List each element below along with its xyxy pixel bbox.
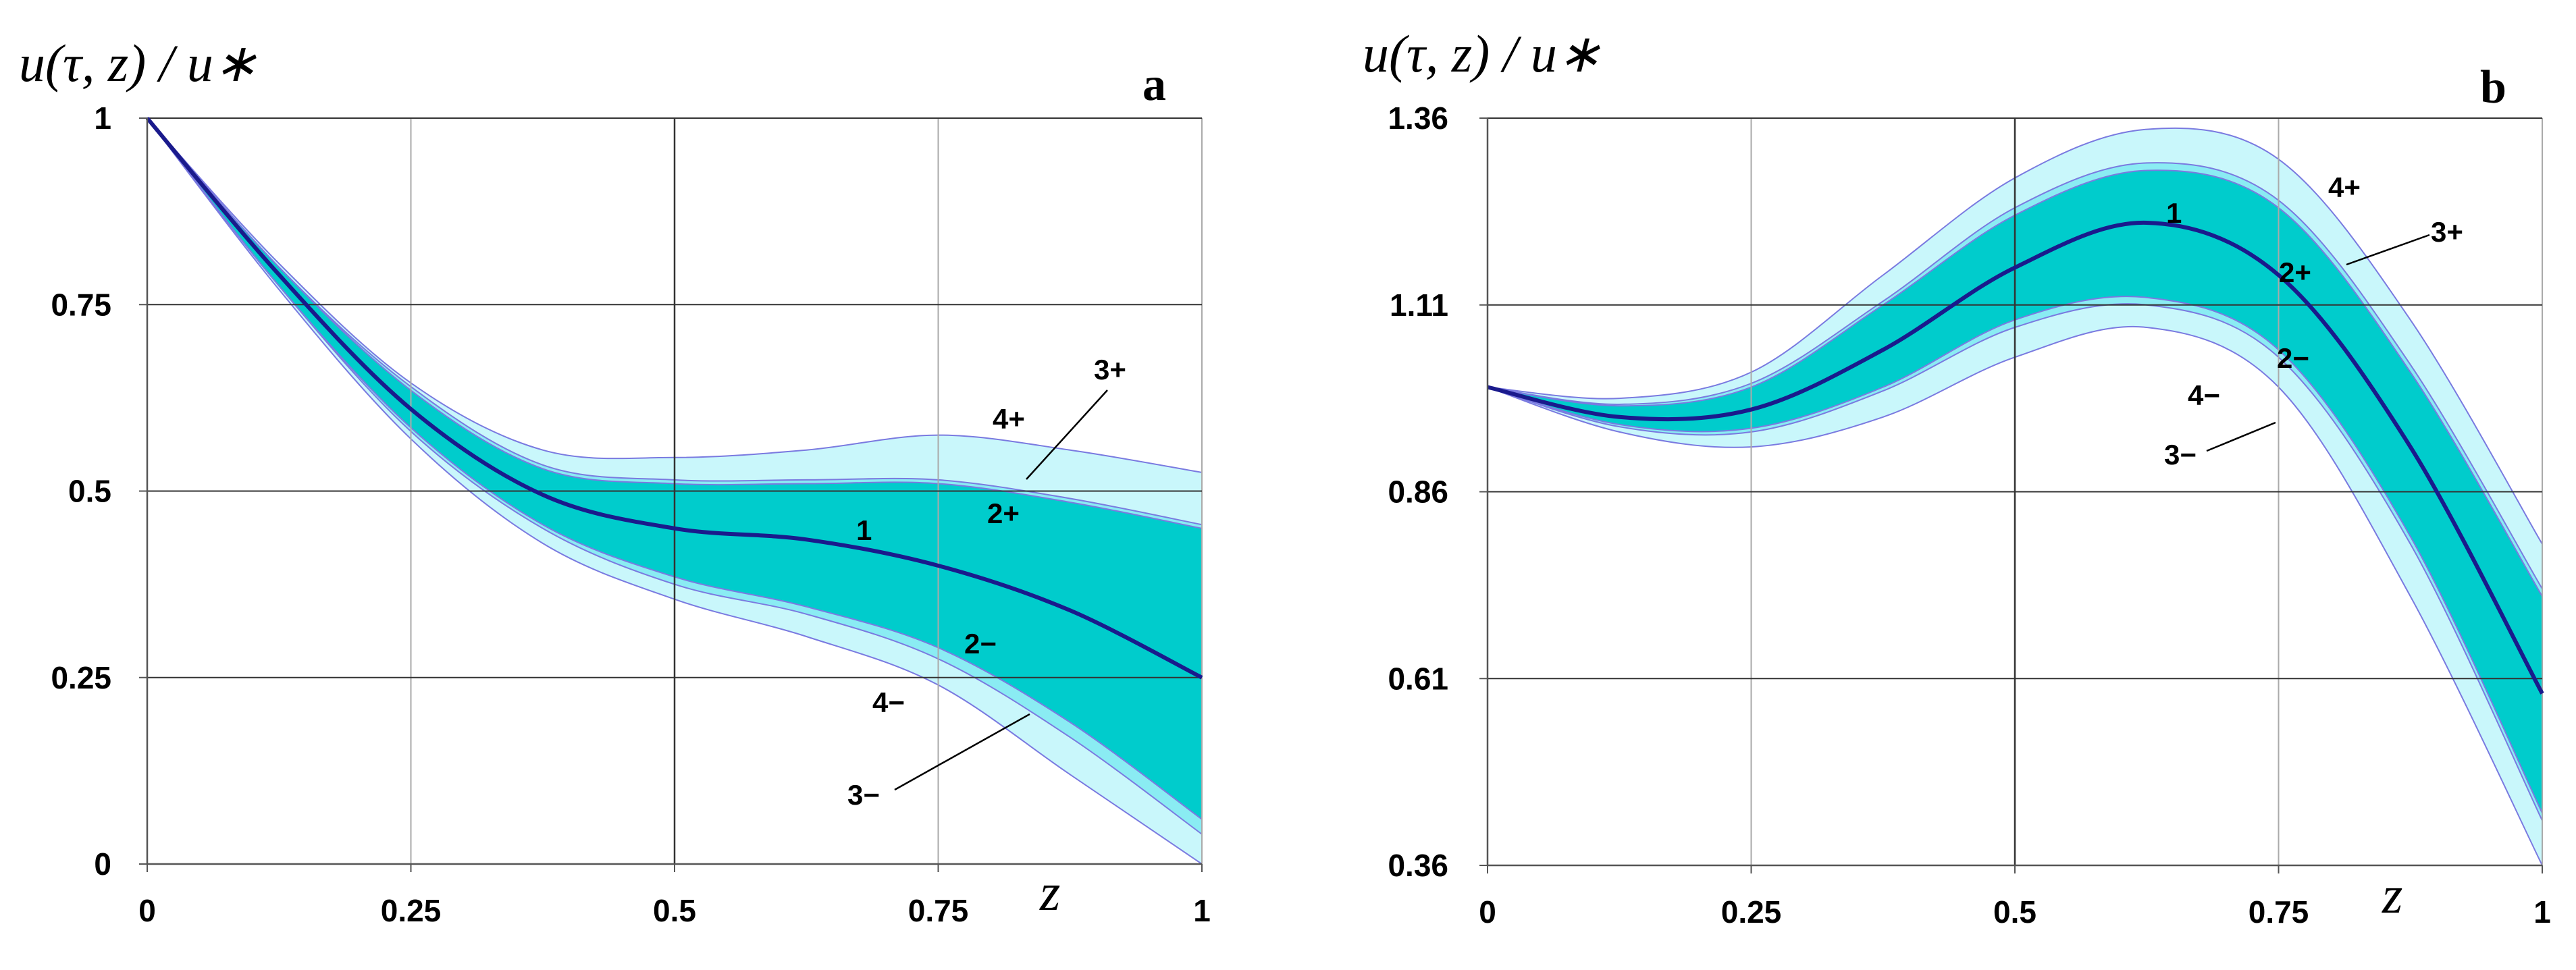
series-line-4plus-b xyxy=(1487,127,2543,545)
series-line-2minus-b xyxy=(1487,296,2543,813)
series-line-4minus-a xyxy=(147,117,1203,865)
annotation-1-a: 1 xyxy=(856,514,872,546)
gridlines-a xyxy=(147,117,1203,864)
annotation-4plus-b: 4+ xyxy=(2328,171,2361,203)
series-line-1-a xyxy=(145,117,1203,680)
series-line-3plus-b xyxy=(1487,162,2543,589)
gridlines-b xyxy=(1488,117,2543,865)
series-line-2minus-a xyxy=(147,117,1203,820)
leader-3plus-b xyxy=(2346,234,2430,266)
y-tick-label-b: 0.86 xyxy=(1388,475,1448,510)
panel-letter-b: b xyxy=(2480,61,2506,113)
y-tick-label-a: 0 xyxy=(94,846,111,882)
chart-panel-a: 0 0.25 0.5 0.75 100.250.50.751 u(τ, z) / u∗ … xyxy=(19,34,1211,928)
y-tick-label-a: 1 xyxy=(94,101,111,136)
tick-labels-a: 0 0.25 0.5 0.75 1 0 0.25 0.5 0.75 1 xyxy=(51,101,1210,928)
annotation-4minus-b: 4− xyxy=(2188,379,2220,411)
leader-3plus-a xyxy=(1026,389,1108,480)
annotation-1-b: 1 xyxy=(2166,197,2182,229)
x-tick-label-b: 0.25 xyxy=(1721,894,1782,929)
center-curve-a xyxy=(145,117,1203,680)
y-tick-label-b: 0.36 xyxy=(1388,848,1448,883)
series-line-2plus-b xyxy=(1487,169,2543,597)
y-axis-label-a: u(τ, z) / u∗ xyxy=(19,34,257,92)
chart-panel-b: 0 0.25 0.5 0.75 1 0.36 0.61 0.86 1.11 1.36 u(τ, z… xyxy=(1363,24,2551,929)
x-tick-label-a: 1 xyxy=(1193,893,1211,928)
leader-3minus-a xyxy=(894,713,1030,791)
x-tick-label-a: 0.75 xyxy=(908,893,969,928)
leader-3minus-b xyxy=(2206,421,2276,452)
y-tick-label-b: 1.36 xyxy=(1388,101,1448,136)
x-tick-label-b: 0 xyxy=(1479,894,1496,929)
y-tick-label-a: 0.75 xyxy=(51,287,111,322)
y-tick-label-a: 0.25 xyxy=(51,660,111,695)
y-tick-label-b: 0.61 xyxy=(1388,661,1448,696)
x-tick-label-a: 0 xyxy=(138,893,156,928)
x-axis-label-a: z xyxy=(1039,863,1060,921)
tick-labels-b: 0 0.25 0.5 0.75 1 0.36 0.61 0.86 1.11 1.36 xyxy=(1388,101,2550,929)
series-line-1-b xyxy=(1487,220,2544,695)
y-tick-label-a: 0.5 xyxy=(68,474,111,509)
series-line-3minus-b xyxy=(1487,303,2543,821)
y-axis-label-b: u(τ, z) / u∗ xyxy=(1363,24,1601,83)
annotation-4plus-a: 4+ xyxy=(993,403,1025,435)
axes-b xyxy=(1479,117,2543,873)
annotation-3minus-a: 3− xyxy=(847,779,880,811)
x-tick-label-a: 0.25 xyxy=(381,893,442,928)
annotation-4minus-a: 4− xyxy=(872,686,905,718)
annotation-3plus-a: 3+ xyxy=(1094,354,1126,385)
x-axis-label-b: z xyxy=(2382,865,2402,924)
panel-letter-a: a xyxy=(1142,59,1166,111)
axes-a xyxy=(139,117,1203,872)
y-tick-label-b: 1.11 xyxy=(1390,288,1448,323)
x-tick-label-b: 0.5 xyxy=(1993,894,2036,929)
center-curve-b xyxy=(1487,220,2544,695)
annotation-2minus-b: 2− xyxy=(2277,342,2309,374)
annotation-3plus-b: 3+ xyxy=(2431,216,2463,248)
series-line-4minus-b xyxy=(1487,325,2543,866)
annotation-2minus-a: 2− xyxy=(964,628,997,659)
annotation-2plus-a: 2+ xyxy=(987,497,1020,529)
annotation-3minus-b: 3− xyxy=(2164,439,2197,470)
annotation-2plus-b: 2+ xyxy=(2279,257,2311,288)
series-line-4plus-a xyxy=(147,117,1203,473)
x-tick-label-b: 1 xyxy=(2533,894,2551,929)
x-tick-label-b: 0.75 xyxy=(2249,894,2309,929)
series-line-2plus-a xyxy=(147,117,1203,529)
x-tick-label-a: 0.5 xyxy=(653,893,696,928)
